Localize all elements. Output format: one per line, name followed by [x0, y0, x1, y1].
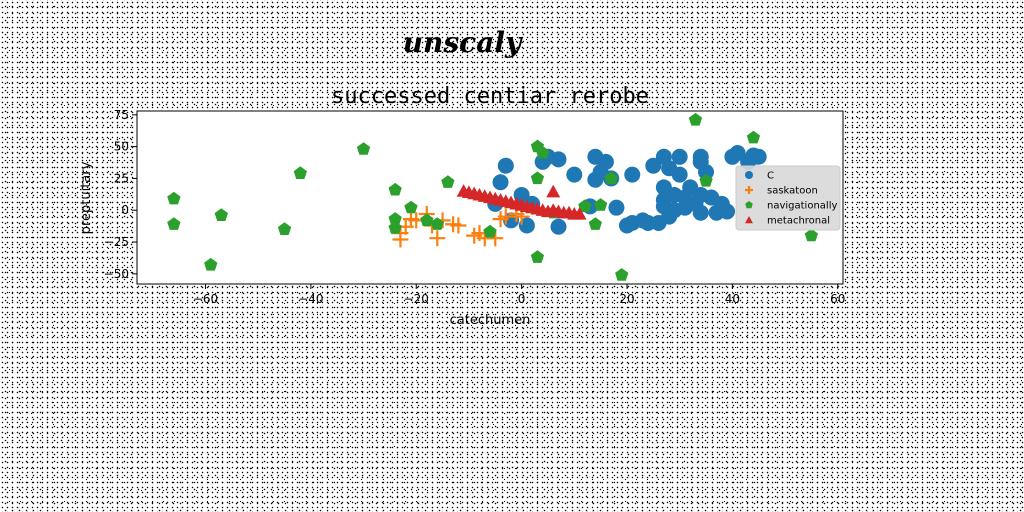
data-point-2-18 — [536, 146, 550, 159]
series-navigationally — [167, 112, 818, 281]
data-point-0-34 — [671, 148, 688, 165]
data-point-2-3 — [214, 208, 228, 221]
x-axis-label: catechumen — [450, 313, 531, 328]
data-point-2-9 — [388, 221, 402, 234]
data-point-2-8 — [388, 212, 402, 225]
data-point-2-17 — [530, 250, 545, 263]
x-tick-label-6: 60 — [830, 292, 845, 306]
data-point-2-5 — [293, 166, 307, 179]
legend-marker-2 — [745, 201, 753, 209]
data-point-1-16 — [497, 208, 514, 225]
data-point-2-12 — [430, 217, 444, 230]
data-point-0-0 — [497, 157, 514, 174]
data-point-2-25 — [688, 112, 703, 126]
data-point-0-24 — [645, 157, 662, 174]
series-C — [487, 144, 767, 235]
data-point-0-2 — [513, 186, 530, 203]
y-tick-label-2: 0 — [121, 203, 129, 217]
data-point-0-5 — [518, 217, 535, 234]
x-tick-label-4: 20 — [619, 292, 634, 306]
data-point-2-4 — [277, 222, 292, 235]
data-point-1-7 — [429, 230, 446, 247]
data-point-0-9 — [550, 151, 567, 168]
legend-box — [735, 165, 841, 231]
data-point-0-44 — [698, 164, 715, 181]
data-point-2-26 — [699, 174, 713, 187]
data-point-1-1 — [392, 231, 409, 248]
x-tick-label-3: 0 — [518, 292, 526, 306]
y-tick-label-3: 25 — [114, 171, 129, 185]
series-metachronal — [456, 184, 587, 220]
data-point-2-23 — [604, 171, 618, 185]
data-point-2-10 — [404, 200, 418, 214]
y-tick-label-4: 50 — [114, 140, 129, 154]
y-tick-label-0: −50 — [104, 267, 129, 281]
data-point-3-17 — [546, 184, 561, 198]
data-point-2-6 — [356, 142, 371, 155]
data-point-2-27 — [746, 130, 761, 144]
data-point-0-1 — [492, 174, 509, 191]
data-point-2-11 — [420, 213, 434, 227]
data-point-1-10 — [450, 217, 467, 234]
data-point-0-53 — [750, 148, 767, 165]
legend-label-0: C — [767, 171, 774, 182]
data-point-3-23 — [572, 207, 587, 220]
x-tick-label-0: −60 — [193, 292, 218, 306]
x-tick-label-1: −40 — [298, 292, 323, 306]
data-point-2-28 — [804, 228, 818, 242]
data-point-2-24 — [615, 268, 629, 281]
data-point-0-35 — [671, 166, 688, 183]
data-point-2-20 — [578, 199, 592, 213]
data-point-2-21 — [588, 217, 602, 230]
legend-marker-0 — [745, 171, 753, 179]
data-point-0-16 — [597, 153, 614, 170]
data-point-0-40 — [692, 204, 709, 221]
data-point-0-11 — [566, 166, 583, 183]
legend-label-3: metachronal — [767, 216, 830, 227]
legend-marker-1 — [745, 186, 753, 194]
plot-axes: −60 −40 −20 0 20 40 60 −50 −25 0 25 50 75 — [104, 108, 846, 306]
y-tick-label-1: −25 — [104, 235, 129, 249]
data-point-2-0 — [167, 191, 181, 205]
chart-title: successed centiar rerobe — [331, 84, 649, 109]
chart-suptitle: unscaly — [403, 26, 523, 59]
data-point-0-48 — [719, 203, 736, 220]
data-point-0-10 — [550, 218, 567, 235]
x-tick-label-5: 40 — [725, 292, 740, 306]
data-point-2-2 — [204, 257, 218, 271]
data-point-2-1 — [167, 217, 181, 230]
x-tick-label-2: −20 — [404, 292, 429, 306]
plot-marks — [167, 112, 818, 281]
data-point-0-50 — [729, 144, 746, 161]
y-tick-label-5: 75 — [114, 108, 129, 122]
data-point-2-22 — [594, 198, 608, 211]
legend-marker-3 — [745, 216, 753, 224]
data-point-2-14 — [483, 224, 497, 238]
y-axis-label: preptuitary — [79, 161, 94, 234]
data-point-0-18 — [608, 199, 625, 216]
data-point-2-15 — [530, 171, 545, 185]
legend-label-2: navigationally — [767, 201, 837, 212]
legend-label-1: saskatoon — [767, 186, 818, 197]
data-point-2-13 — [441, 175, 455, 188]
data-point-0-21 — [624, 166, 641, 183]
data-point-2-7 — [388, 182, 402, 196]
